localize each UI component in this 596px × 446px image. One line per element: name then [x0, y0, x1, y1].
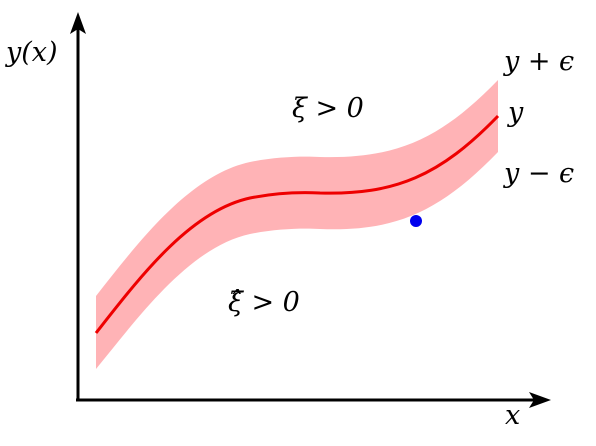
- lower-bound-label: y − ϵ: [503, 158, 574, 189]
- region-below-label: ξ̂ > 0: [228, 287, 300, 318]
- data-point: [410, 215, 422, 227]
- y-axis-label: y(x): [5, 37, 58, 68]
- upper-bound-label: y + ϵ: [503, 46, 574, 77]
- epsilon-tube-band: [96, 80, 498, 369]
- region-above-label: ξ > 0: [292, 93, 364, 124]
- arrow-right-icon: [529, 392, 551, 408]
- curve-label: y: [507, 97, 524, 128]
- x-axis-label: x: [505, 400, 520, 431]
- regression-curve: [94, 114, 500, 334]
- arrow-up-icon: [70, 12, 86, 34]
